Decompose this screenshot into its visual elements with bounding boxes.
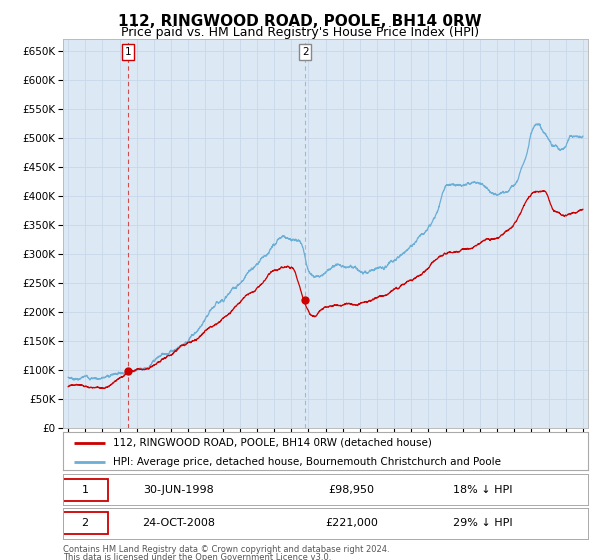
Text: 18% ↓ HPI: 18% ↓ HPI	[453, 485, 513, 494]
Text: 24-OCT-2008: 24-OCT-2008	[142, 519, 215, 528]
Text: 29% ↓ HPI: 29% ↓ HPI	[453, 519, 513, 528]
Text: Price paid vs. HM Land Registry's House Price Index (HPI): Price paid vs. HM Land Registry's House …	[121, 26, 479, 39]
Text: 2: 2	[302, 47, 308, 57]
Text: 2: 2	[82, 519, 89, 528]
Text: £221,000: £221,000	[325, 519, 378, 528]
FancyBboxPatch shape	[63, 512, 107, 534]
Text: £98,950: £98,950	[329, 485, 375, 494]
Text: 112, RINGWOOD ROAD, POOLE, BH14 0RW: 112, RINGWOOD ROAD, POOLE, BH14 0RW	[118, 14, 482, 29]
Text: 1: 1	[82, 485, 89, 494]
Text: 112, RINGWOOD ROAD, POOLE, BH14 0RW (detached house): 112, RINGWOOD ROAD, POOLE, BH14 0RW (det…	[113, 437, 432, 447]
Text: HPI: Average price, detached house, Bournemouth Christchurch and Poole: HPI: Average price, detached house, Bour…	[113, 457, 501, 467]
Text: This data is licensed under the Open Government Licence v3.0.: This data is licensed under the Open Gov…	[63, 553, 331, 560]
FancyBboxPatch shape	[63, 479, 107, 501]
Text: Contains HM Land Registry data © Crown copyright and database right 2024.: Contains HM Land Registry data © Crown c…	[63, 545, 389, 554]
Text: 30-JUN-1998: 30-JUN-1998	[143, 485, 214, 494]
Text: 1: 1	[125, 47, 131, 57]
